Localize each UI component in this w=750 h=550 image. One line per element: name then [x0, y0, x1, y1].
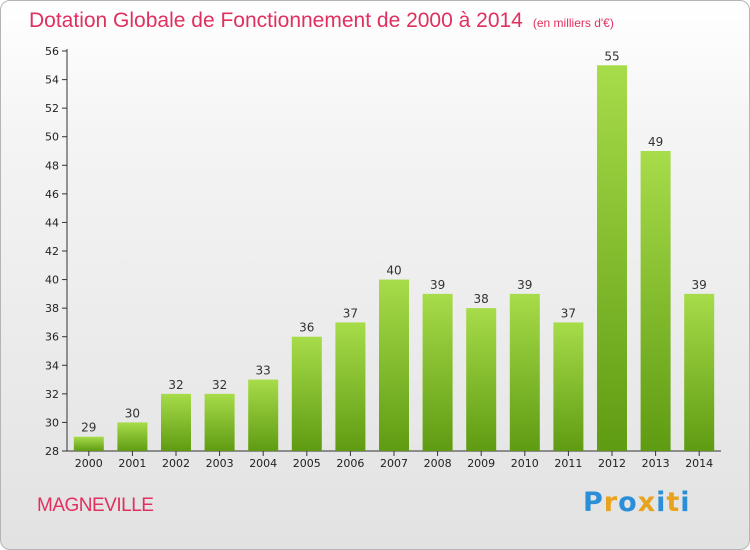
data-label: 37 — [561, 306, 576, 320]
data-label: 49 — [648, 135, 663, 149]
chart-subtitle: (en milliers d'€) — [532, 16, 614, 30]
chart-title: Dotation Globale de Fonctionnement de 20… — [29, 9, 614, 33]
x-tick-label: 2002 — [162, 457, 190, 470]
title-text: Dotation Globale de Fonctionnement de 20… — [29, 9, 523, 32]
bar-2010 — [509, 293, 540, 451]
logo-letter: x — [637, 487, 657, 518]
logo-letter: o — [618, 487, 638, 518]
y-tick-label: 30 — [45, 416, 59, 429]
logo-letter: i — [680, 487, 691, 518]
data-label: 39 — [692, 278, 707, 292]
bar-2011 — [553, 322, 584, 451]
bar-2007 — [379, 279, 409, 451]
x-tick-label: 2014 — [685, 457, 713, 470]
data-label: 38 — [474, 292, 489, 306]
data-label: 36 — [299, 321, 314, 335]
data-label: 40 — [386, 264, 401, 278]
y-tick-label: 48 — [45, 159, 59, 172]
bar-2008 — [422, 293, 453, 451]
y-tick-label: 38 — [45, 302, 59, 315]
bar-2005 — [291, 336, 322, 451]
data-label: 37 — [343, 306, 358, 320]
logo-letter: r — [603, 487, 619, 518]
x-tick-label: 2005 — [293, 457, 321, 470]
proxiti-logo[interactable]: Proxiti — [583, 487, 691, 518]
data-label: 30 — [125, 406, 140, 420]
y-tick-label: 32 — [45, 388, 59, 401]
bar-2001 — [117, 422, 148, 451]
x-tick-label: 2009 — [467, 457, 495, 470]
data-label: 39 — [517, 278, 532, 292]
logo-letter: t — [666, 487, 681, 518]
y-tick-label: 56 — [45, 45, 59, 58]
y-tick-label: 40 — [45, 274, 59, 287]
y-tick-label: 54 — [45, 74, 59, 87]
x-tick-label: 2013 — [642, 457, 670, 470]
data-label: 32 — [168, 378, 183, 392]
y-tick-label: 44 — [45, 216, 59, 229]
bar-2014 — [684, 293, 715, 451]
y-tick-label: 46 — [45, 188, 59, 201]
bar-2004 — [248, 379, 279, 451]
y-tick-label: 50 — [45, 131, 59, 144]
bar-2012 — [597, 65, 627, 452]
x-tick-label: 2011 — [554, 457, 582, 470]
bar-2002 — [161, 393, 191, 451]
bar-2009 — [466, 308, 497, 451]
logo-letter: i — [656, 487, 667, 518]
bar-2003 — [204, 393, 235, 451]
y-tick-label: 42 — [45, 245, 59, 258]
y-tick-label: 52 — [45, 102, 59, 115]
data-label: 39 — [430, 278, 445, 292]
x-tick-label: 2003 — [206, 457, 234, 470]
bar-2006 — [335, 322, 366, 451]
data-label: 32 — [212, 378, 227, 392]
data-label: 29 — [81, 421, 96, 435]
y-tick-label: 34 — [45, 359, 59, 372]
bar-2013 — [640, 151, 671, 451]
x-tick-label: 2006 — [336, 457, 364, 470]
bar-2000 — [73, 436, 104, 451]
x-tick-label: 2008 — [424, 457, 452, 470]
x-tick-label: 2012 — [598, 457, 626, 470]
data-label: 55 — [604, 49, 619, 63]
logo-letter: P — [583, 487, 604, 518]
data-label: 33 — [256, 364, 271, 378]
x-tick-label: 2004 — [249, 457, 277, 470]
commune-name: MAGNEVILLE — [37, 495, 154, 516]
y-tick-label: 28 — [45, 445, 59, 458]
x-tick-label: 2001 — [118, 457, 146, 470]
x-tick-label: 2000 — [75, 457, 103, 470]
y-tick-label: 36 — [45, 331, 59, 344]
x-tick-label: 2007 — [380, 457, 408, 470]
x-tick-label: 2010 — [511, 457, 539, 470]
